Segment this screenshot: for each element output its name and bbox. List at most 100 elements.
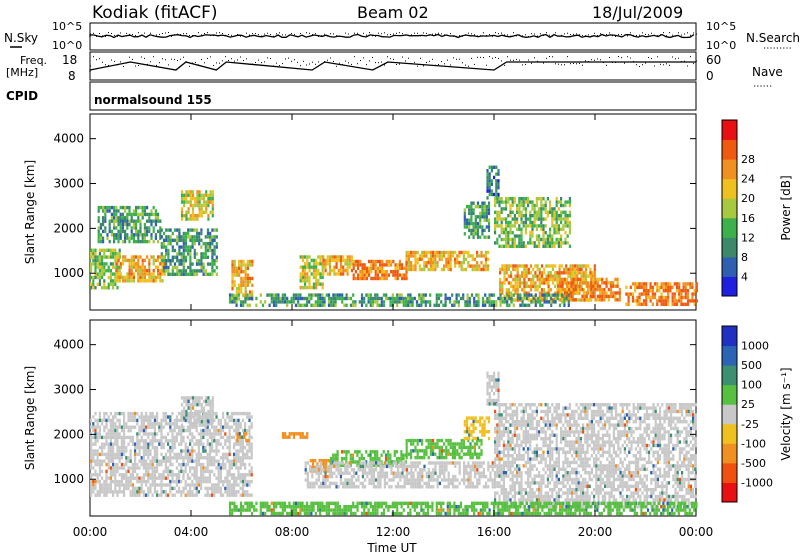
velocity-echo-cell [202,432,205,436]
nsearch-trace-dot [504,34,505,36]
power-echo-cell [573,267,577,272]
power-echo-cell [686,295,690,300]
power-echo-cell [387,263,390,267]
velocity-echo-cell [208,473,211,477]
power-echo-cell [500,200,503,204]
velocity-echo-cell [116,432,119,436]
velocity-echo-cell [211,459,214,463]
power-echo-cell [484,303,487,307]
velocity-echo-cell [306,432,309,436]
velocity-echo-cell [472,436,475,441]
power-echo-cell [497,169,500,173]
velocity-echo-cell [131,415,134,419]
nsearch-trace-dot [162,33,163,34]
power-echo-cell [656,289,659,293]
velocity-echo-cell [198,423,201,427]
velocity-echo-cell [445,445,448,450]
power-echo-cell [328,265,332,269]
power-echo-cell [521,300,524,304]
velocity-echo-cell [156,415,159,419]
power-echo-cell [184,259,188,263]
power-echo-cell [556,288,559,292]
power-echo-cell [141,239,144,244]
power-echo-cell [348,255,351,259]
power-echo-cell [422,293,425,297]
power-echo-cell [607,294,610,299]
power-echo-cell [550,293,553,297]
power-echo-cell [211,193,214,197]
power-echo-cell [194,197,197,201]
power-echo-cell [498,197,501,201]
power-echo-cell [469,264,472,268]
power-echo-cell [553,231,556,235]
power-echo-cell [547,277,550,282]
power-echo-cell [544,200,547,204]
power-echo-cell [112,248,115,252]
velocity-echo-cell [358,450,361,454]
velocity-echo-cell [109,476,112,480]
nave-trace-dot [414,61,415,63]
power-echo-cell [475,300,478,304]
nsearch-trace-dot [618,33,619,35]
velocity-echo-cell [156,469,159,474]
power-echo-cell [568,231,571,235]
nave-trace-dot [531,62,532,64]
power-echo-cell [301,255,304,259]
power-echo-cell [555,231,558,235]
nave-trace-dot [213,65,214,66]
power-echo-cell [559,298,562,302]
velocity-echo-cell [129,466,132,470]
power-echo-cell [394,263,397,267]
power-echo-cell [398,259,401,264]
nsearch-trace-dot [420,35,421,37]
nave-trace-dot [369,60,370,62]
power-echo-cell [580,298,583,302]
power-echo-cell [485,235,488,239]
velocity-echo-cell [198,399,201,403]
velocity-echo-cell [217,439,220,443]
power-echo-cell [152,212,155,217]
power-echo-cell [522,220,525,225]
nsearch-trace-dot [417,32,418,34]
power-echo-cell [400,300,403,304]
velocity-echo-cell [158,428,161,433]
power-echo-cell [286,303,289,307]
power-echo-cell [162,259,166,263]
velocity-echo-cell [206,452,209,457]
nsearch-trace-dot [639,34,640,36]
velocity-echo-cell [228,459,231,463]
power-echo-cell [554,293,557,297]
power-echo-cell [139,239,142,244]
velocity-echo-cell [219,425,222,429]
power-echo-cell [130,279,133,283]
nsearch-trace-dot [285,34,286,36]
velocity-echo-cell [211,399,214,403]
power-echo-cell [128,262,131,266]
power-echo-cell [113,236,116,240]
velocity-echo-cell [454,452,457,456]
power-echo-cell [487,221,491,226]
power-echo-cell [560,237,563,242]
power-echo-cell [277,296,280,301]
velocity-echo-cell [156,459,159,463]
velocity-echo-cell [421,438,424,443]
power-echo-cell [322,258,325,263]
power-echo-cell [483,204,486,209]
velocity-echo-cell [138,493,141,497]
power-echo-cell [167,255,170,259]
velocity-echo-cell [107,476,110,480]
velocity-echo-cell [191,415,194,419]
velocity-echo-cell [217,442,220,446]
power-echo-cell [167,248,170,253]
velocity-echo-cell [472,430,475,434]
power-echo-cell [150,209,153,213]
velocity-echo-cell [120,428,123,433]
power-echo-cell [582,271,585,275]
velocity-echo-cell [458,445,461,450]
power-echo-cell [152,219,155,223]
velocity-echo-cell [183,396,186,400]
power-echo-cell [99,226,102,230]
power-echo-cell [411,303,414,307]
velocity-echo-cell [178,418,181,423]
power-echo-cell [246,259,249,264]
